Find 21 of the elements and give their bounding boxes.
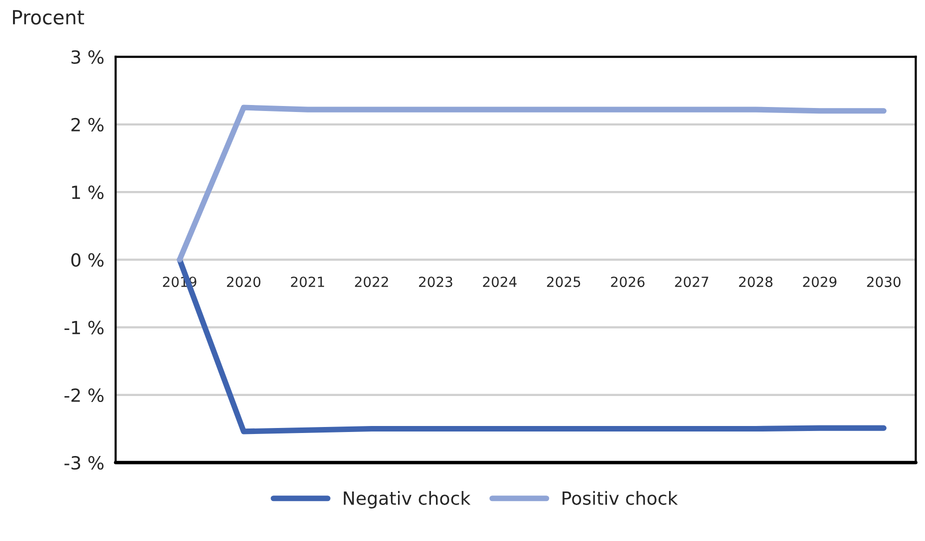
y-axis-title: Procent xyxy=(13,10,84,25)
x-tick-label: 2030 xyxy=(867,276,900,288)
x-tick-label: 2022 xyxy=(355,276,388,288)
x-tick-label: 2028 xyxy=(739,276,772,288)
legend-label: Negativ chock xyxy=(344,490,471,508)
y-tick-label: 0 % xyxy=(71,253,104,267)
x-tick-label: 2024 xyxy=(483,276,517,288)
x-tick-label: 2026 xyxy=(611,276,645,288)
x-tick-label: 2023 xyxy=(419,276,452,288)
y-tick-label: 3 % xyxy=(72,50,104,64)
x-tick-label: 2020 xyxy=(226,276,260,288)
x-tick-label: 2021 xyxy=(291,276,324,288)
legend-label: Positiv chock xyxy=(562,490,678,505)
x-tick-label: 2029 xyxy=(803,276,836,288)
y-tick-label: -2 % xyxy=(64,388,104,402)
y-tick-label: -3 % xyxy=(64,456,104,470)
x-tick-label: 2027 xyxy=(675,276,708,288)
y-tick-label: 1 % xyxy=(72,186,104,200)
y-tick-label: -1 % xyxy=(64,320,104,334)
x-tick-label: 2025 xyxy=(547,276,580,288)
y-tick-label: 2 % xyxy=(71,118,104,132)
